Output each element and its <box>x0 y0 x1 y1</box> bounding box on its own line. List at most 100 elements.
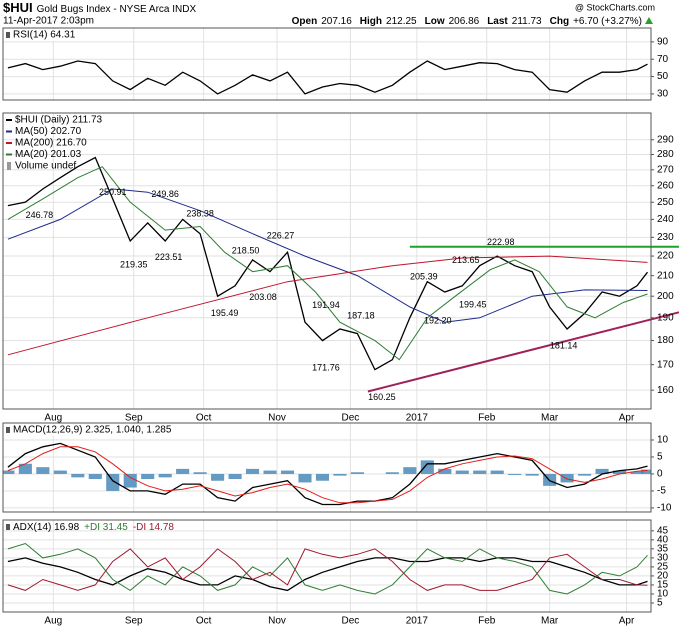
price-annotation: 203.08 <box>249 292 277 302</box>
histogram-bar <box>508 473 522 475</box>
histogram-bar <box>420 460 434 474</box>
x-tick-label: Sep <box>125 616 143 627</box>
panel <box>3 423 651 512</box>
y-tick-label: 230 <box>657 232 674 243</box>
histogram-bar <box>385 472 399 474</box>
price-annotation: 181.14 <box>550 340 578 350</box>
panel-frame <box>2 422 652 513</box>
series-line <box>7 542 648 595</box>
up-arrow <box>645 17 653 24</box>
histogram-bar <box>176 468 190 474</box>
histogram-bar <box>280 470 295 474</box>
histogram-bar <box>455 470 469 474</box>
x-tick-label: Mar <box>541 616 559 627</box>
trendline <box>367 311 680 393</box>
histogram-bar <box>315 473 330 481</box>
price-annotation: 192.20 <box>424 315 452 325</box>
quote-label: Open <box>292 16 318 27</box>
histogram-bar <box>595 468 609 474</box>
x-tick-label: 2017 <box>406 616 429 627</box>
y-tick-label: 190 <box>657 312 674 323</box>
histogram-bar <box>53 470 67 474</box>
x-tick-label: Feb <box>478 616 496 627</box>
quote-value: 206.86 <box>449 16 480 27</box>
panel <box>3 520 651 612</box>
y-tick-label: 5 <box>657 598 663 609</box>
panel-overlay <box>367 245 680 393</box>
legend-entry: -DI 14.78 <box>133 522 175 533</box>
histogram-bar <box>246 468 260 474</box>
symbol: $HUI <box>3 0 33 15</box>
series-line <box>7 60 648 95</box>
price-annotation: 238.38 <box>186 209 214 219</box>
y-tick-label: 280 <box>657 149 674 160</box>
x-tick-label: Sep <box>125 413 143 424</box>
y-tick-label: 40 <box>657 534 669 545</box>
x-tick-label: Apr <box>619 616 635 627</box>
legend-entry: MA(20) 201.03 <box>15 149 82 160</box>
legend-icon <box>6 32 10 38</box>
x-tick-label: Aug <box>44 616 62 627</box>
histogram-bar <box>158 473 172 478</box>
price-annotation: 250.91 <box>99 187 127 197</box>
header-title: $HUI Gold Bugs Index - NYSE Arca INDX <box>3 0 196 15</box>
y-tick-label: 30 <box>657 553 669 564</box>
histogram-bar <box>525 473 539 476</box>
y-tick-label: 90 <box>657 37 669 48</box>
price-annotation: 195.49 <box>211 308 239 318</box>
series-line <box>7 156 649 371</box>
y-tick-label: 220 <box>657 251 674 262</box>
histogram-bar <box>350 472 364 474</box>
x-tick-label: Dec <box>342 616 360 627</box>
histogram-bar <box>630 471 644 474</box>
y-tick-label: 170 <box>657 359 674 370</box>
y-tick-label: 200 <box>657 291 674 302</box>
histogram-bar <box>123 473 137 488</box>
y-tick-label: 70 <box>657 54 669 65</box>
y-tick-label: 20 <box>657 571 669 582</box>
panel-title: RSI(14) 64.31 <box>13 30 76 41</box>
series-line <box>7 255 648 356</box>
histogram-bar <box>141 473 155 480</box>
y-tick-label: 10 <box>657 589 669 600</box>
quote-label: High <box>360 16 382 27</box>
price-annotation: 226.27 <box>267 231 295 241</box>
y-tick-label: -5 <box>657 486 666 497</box>
x-tick-label: Nov <box>268 413 286 424</box>
x-tick-label: Oct <box>196 616 212 627</box>
histogram-bar <box>36 467 50 474</box>
price-annotation: 222.98 <box>487 237 515 247</box>
legend-bg <box>4 29 87 41</box>
quote-value: +6.70 (+3.27%) <box>573 16 642 27</box>
quote-label: Chg <box>550 16 569 27</box>
quote: Open 207.16 High 212.25 Low 206.86 Last 211.73 C… <box>292 16 642 27</box>
x-tick-label: Dec <box>342 413 360 424</box>
y-tick-label: 180 <box>657 335 674 346</box>
y-tick-label: 5 <box>657 452 663 463</box>
legend-entry: $HUI (Daily) 211.73 <box>15 115 103 126</box>
histogram-bar <box>193 472 207 474</box>
watermark: @ StockCharts.com <box>575 2 655 12</box>
x-tick-label: Nov <box>268 616 286 627</box>
y-tick-label: 270 <box>657 164 674 175</box>
index-name: Gold Bugs Index - NYSE Arca INDX <box>37 4 197 15</box>
legend: ADX(14) 16.98 +DI 31.45 -DI 14.78 <box>13 522 174 533</box>
y-tick-label: 250 <box>657 197 674 208</box>
panel-frame <box>2 519 652 613</box>
histogram-bar <box>438 468 452 474</box>
price-annotation: 218.50 <box>232 245 260 255</box>
price-annotation: 223.51 <box>155 252 183 262</box>
legend-bg <box>4 424 199 436</box>
histogram-bar <box>578 473 592 476</box>
x-tick-label: 2017 <box>406 413 429 424</box>
y-tick-label: 260 <box>657 180 674 191</box>
price-annotation: 191.94 <box>312 300 340 310</box>
histogram-bar <box>403 467 417 474</box>
price-annotation: 249.86 <box>151 189 179 199</box>
legend-entry: MA(50) 202.70 <box>15 126 82 137</box>
panel-frame <box>2 27 652 101</box>
histogram-bar <box>3 470 15 474</box>
histogram-bar <box>88 473 102 480</box>
